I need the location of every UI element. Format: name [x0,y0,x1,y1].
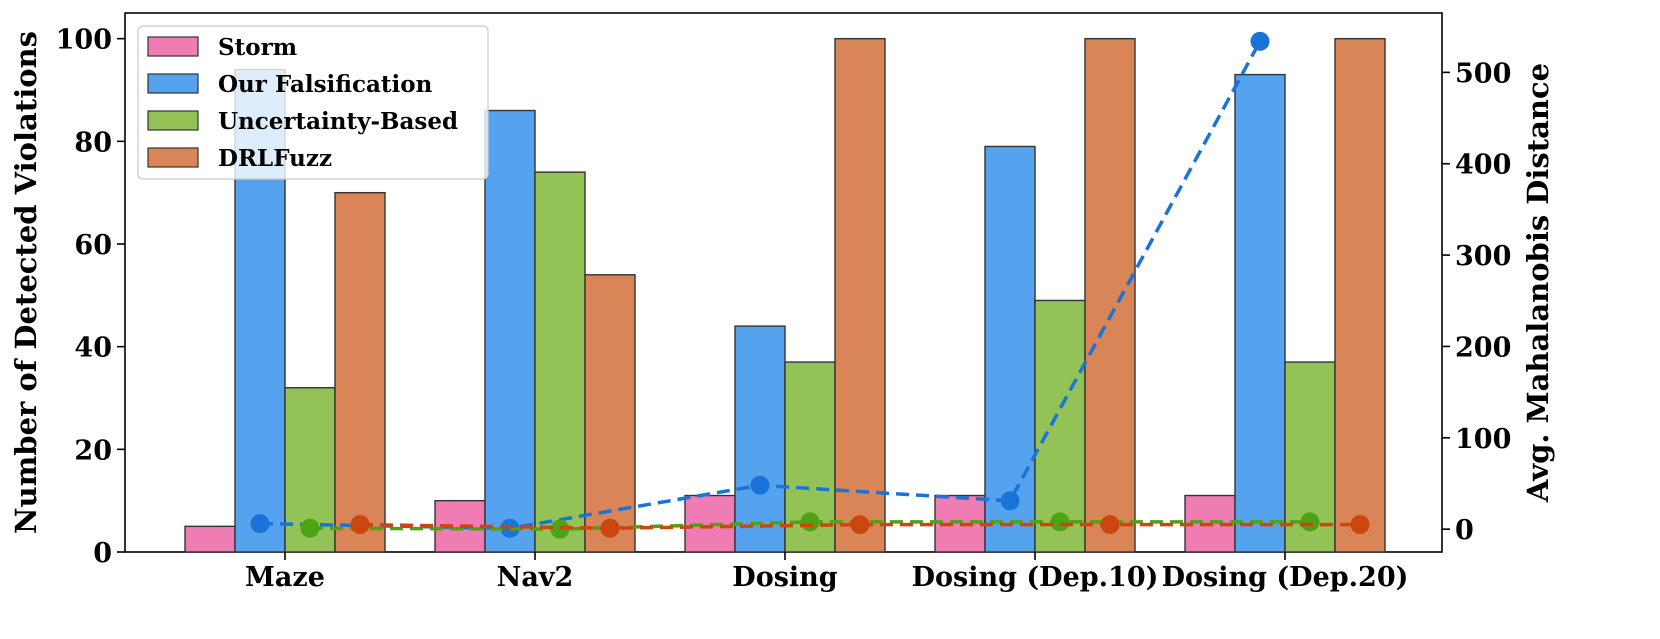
marker-drlfuzz-distance-dosing-dep-10 [1100,515,1120,535]
marker-our-falsification-distance-maze [250,514,270,534]
legend-label-drlfuzz: DRLFuzz [218,145,332,172]
legend-label-our-falsification: Our Falsification [218,71,433,98]
x-tick-label-nav2: Nav2 [497,562,574,593]
legend-label-storm: Storm [218,34,297,61]
x-tick-label-dosing: Dosing [732,562,838,593]
y2-tick-label: 200 [1455,332,1511,363]
y2-tick-label: 100 [1455,424,1511,455]
y-tick-label: 40 [74,333,112,364]
bar-drlfuzz-dosing-dep-20 [1334,37,1386,553]
bar-uncertainty-based-nav2 [534,171,586,553]
bar-uncertainty-based-dosing-dep-10 [1034,299,1086,553]
marker-drlfuzz-distance-dosing [850,515,870,535]
bar-our-falsification-dosing-dep-10 [984,145,1036,553]
y-tick-label: 20 [74,435,112,466]
x-tick-label-dosing-dep-10: Dosing (Dep.10) [912,562,1159,593]
bars-layer [184,37,1386,553]
y2-tick-label: 300 [1455,241,1511,272]
bar-drlfuzz-nav2 [584,274,636,553]
y-tick-label: 80 [74,127,112,158]
legend-label-uncertainty-based: Uncertainty-Based [218,108,458,135]
y2-tick-label: 500 [1455,58,1511,89]
legend: Storm Our Falsification Uncertainty-Based D… [137,25,489,180]
marker-uncertainty-based-distance-dosing-dep-10 [1050,512,1070,532]
marker-drlfuzz-distance-nav2 [600,518,620,538]
distance-lines-layer [250,31,1370,539]
legend-box [137,25,489,180]
legend-swatch-drlfuzz [147,147,199,168]
marker-drlfuzz-distance-dosing-dep-20 [1350,515,1370,535]
y2-axis-title: Avg. Mahalanobis Distance [1521,63,1555,503]
y-tick-label: 0 [93,538,112,569]
marker-uncertainty-based-distance-maze [300,518,320,538]
marker-uncertainty-based-distance-dosing-dep-20 [1300,512,1320,532]
y2-tick-label: 400 [1455,150,1511,181]
axes-layer: 0 20 40 60 80 100 0 100 200 300 400 500 Maze Nav2 Dosi… [56,25,1512,593]
y-tick-label: 60 [74,230,112,261]
bar-our-falsification-nav2 [484,109,536,553]
x-tick-label-dosing-dep-20: Dosing (Dep.20) [1162,562,1409,593]
marker-our-falsification-distance-dosing-dep-10 [1000,491,1020,511]
bar-our-falsification-dosing-dep-20 [1234,73,1286,553]
marker-our-falsification-distance-dosing [750,475,770,495]
marker-our-falsification-distance-dosing-dep-20 [1250,31,1270,51]
x-tick-label-maze: Maze [245,562,325,593]
bar-drlfuzz-dosing [834,37,886,553]
y-tick-label: 100 [56,25,112,56]
bar-drlfuzz-maze [334,191,386,553]
legend-swatch-storm [147,36,199,57]
y2-tick-label: 0 [1455,515,1474,546]
bar-storm-maze [184,525,236,553]
legend-swatch-uncertainty-based [147,110,199,131]
marker-drlfuzz-distance-maze [350,515,370,535]
bar-our-falsification-dosing [734,325,786,553]
bar-drlfuzz-dosing-dep-10 [1084,37,1136,553]
marker-uncertainty-based-distance-dosing [800,512,820,532]
y-axis-title: Number of Detected Violations [9,31,43,534]
legend-swatch-our-falsification [147,73,199,94]
